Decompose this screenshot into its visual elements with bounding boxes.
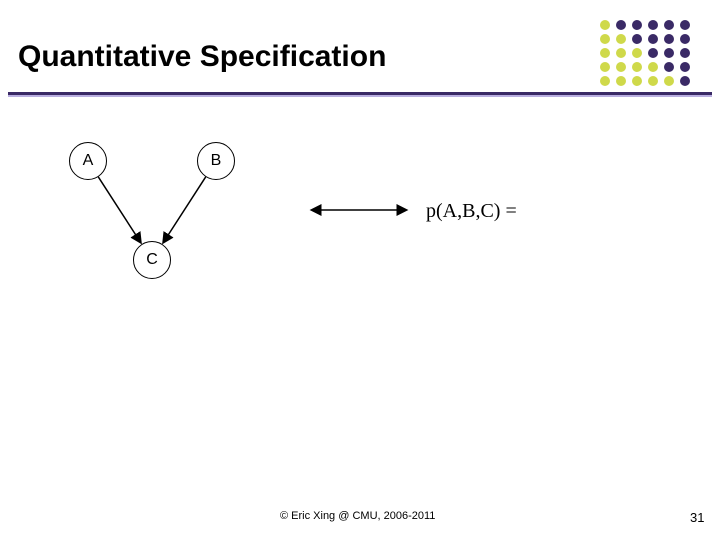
decoration-dot xyxy=(616,34,626,44)
slide-title: Quantitative Specification xyxy=(18,40,386,74)
graph-edge xyxy=(98,177,140,242)
decoration-dot xyxy=(632,76,642,86)
graph-node-c: C xyxy=(133,241,171,279)
decoration-dot xyxy=(632,34,642,44)
decoration-dot xyxy=(616,62,626,72)
decoration-dot xyxy=(664,62,674,72)
decoration-dot xyxy=(632,48,642,58)
decoration-dot xyxy=(648,76,658,86)
decoration-dot xyxy=(648,20,658,30)
footer-copyright: © Eric Xing @ CMU, 2006-2011 xyxy=(280,510,435,522)
decoration-dot xyxy=(632,62,642,72)
graph-node-b: B xyxy=(197,142,235,180)
decoration-dot xyxy=(680,20,690,30)
decoration-dot xyxy=(648,62,658,72)
decoration-dot xyxy=(600,48,610,58)
decoration-dot xyxy=(600,76,610,86)
decoration-dots xyxy=(600,20,696,90)
decoration-dot xyxy=(600,62,610,72)
decoration-dot xyxy=(664,20,674,30)
decoration-dot xyxy=(680,48,690,58)
formula-text: p(A,B,C) = xyxy=(426,200,517,223)
decoration-dot xyxy=(680,34,690,44)
decoration-dot xyxy=(616,20,626,30)
decoration-dot xyxy=(664,76,674,86)
decoration-dot xyxy=(664,48,674,58)
decoration-dot xyxy=(680,76,690,86)
decoration-dot xyxy=(616,76,626,86)
decoration-dot xyxy=(600,20,610,30)
page-number: 31 xyxy=(690,510,704,525)
title-rule xyxy=(8,92,712,97)
graph-edge xyxy=(163,177,205,242)
decoration-dot xyxy=(680,62,690,72)
slide: Quantitative Specification A B C p(A,B,C) … xyxy=(0,0,720,540)
decoration-dot xyxy=(616,48,626,58)
graph-node-a: A xyxy=(69,142,107,180)
decoration-dot xyxy=(648,48,658,58)
decoration-dot xyxy=(632,20,642,30)
decoration-dot xyxy=(664,34,674,44)
decoration-dot xyxy=(648,34,658,44)
decoration-dot xyxy=(600,34,610,44)
